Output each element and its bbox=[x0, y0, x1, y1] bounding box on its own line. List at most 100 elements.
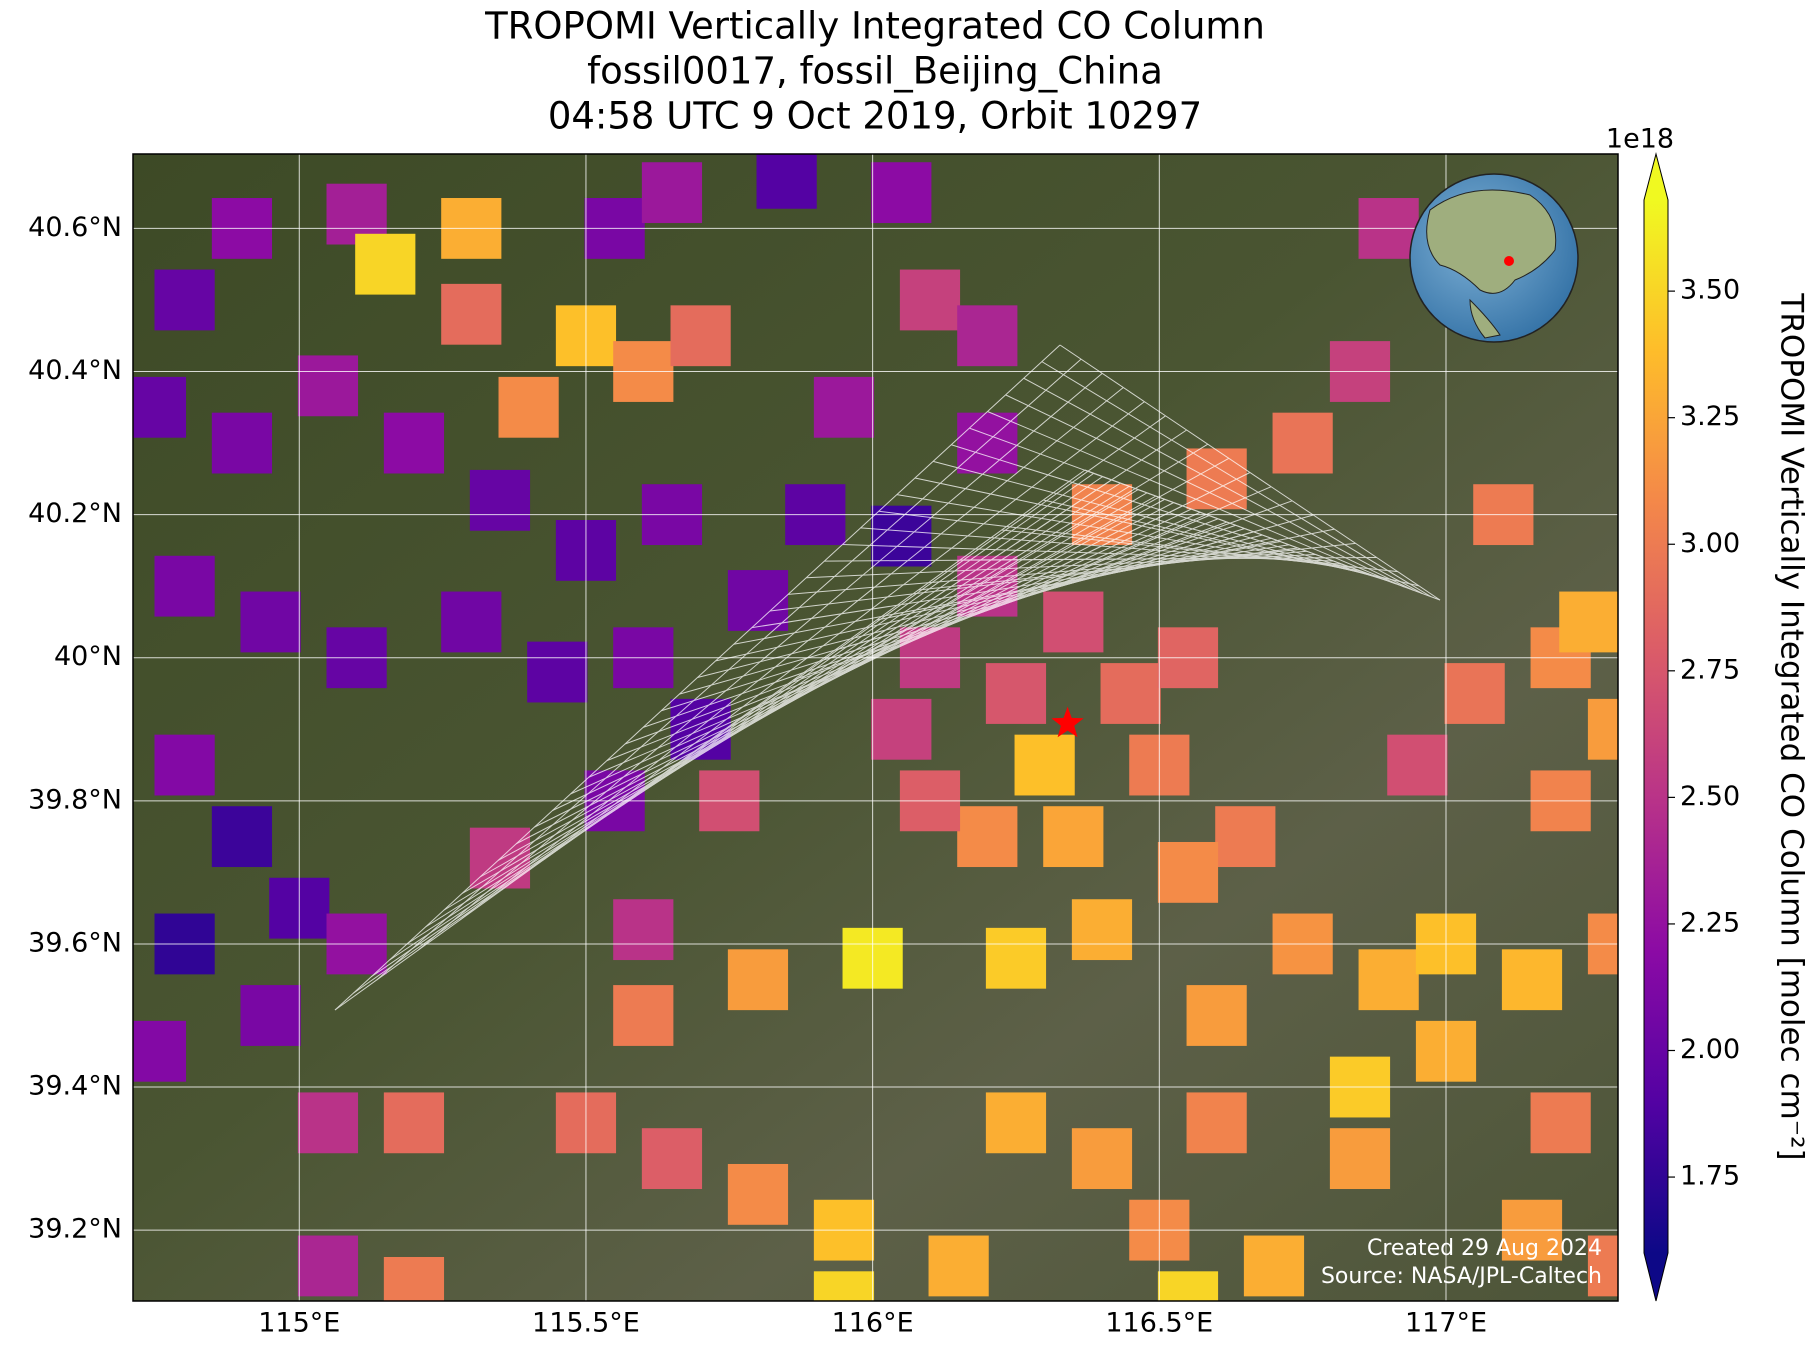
co-pixel bbox=[871, 162, 932, 224]
co-pixel bbox=[813, 1271, 875, 1301]
mesh-line bbox=[751, 486, 1272, 711]
co-pixel bbox=[957, 412, 1018, 474]
mesh-line bbox=[459, 387, 1124, 921]
colorbar-body bbox=[1644, 200, 1668, 1253]
co-pixel bbox=[727, 1163, 789, 1225]
co-pixel bbox=[498, 376, 559, 438]
co-pixel bbox=[527, 641, 588, 703]
co-pixel bbox=[670, 305, 731, 367]
co-pixel bbox=[1100, 663, 1161, 724]
chart-title: 04:58 UTC 9 Oct 2019, Orbit 10297 bbox=[548, 95, 1202, 138]
mesh-line bbox=[834, 514, 1314, 651]
globe-land bbox=[1426, 189, 1557, 294]
co-pixel bbox=[1530, 1092, 1591, 1154]
y-tick-label: 39.8°N bbox=[28, 784, 122, 815]
mesh-line bbox=[1084, 469, 1441, 601]
co-pixel bbox=[240, 591, 301, 653]
colorbar-tick-label: 1.75 bbox=[1680, 1161, 1740, 1192]
colorbar-tick-label: 3.00 bbox=[1680, 528, 1740, 559]
y-tick-label: 39.2°N bbox=[28, 1214, 122, 1245]
chart-title: TROPOMI Vertically Integrated CO Column bbox=[484, 5, 1265, 48]
x-tick-label: 116.5°E bbox=[1105, 1308, 1213, 1339]
globe-site bbox=[1504, 256, 1514, 266]
co-pixel bbox=[957, 806, 1018, 868]
co-pixel bbox=[1272, 412, 1333, 474]
co-pixel bbox=[355, 233, 416, 295]
co-pixel bbox=[1559, 591, 1618, 653]
colorbar-tick-label: 2.75 bbox=[1680, 654, 1740, 685]
mesh-line bbox=[918, 542, 1356, 591]
co-pixel bbox=[154, 555, 215, 617]
colorbar-extend bbox=[1644, 1253, 1668, 1301]
co-pixel bbox=[1071, 1128, 1133, 1190]
y-tick-label: 40.6°N bbox=[28, 212, 122, 243]
mesh-line bbox=[959, 557, 1377, 561]
y-tick-label: 39.4°N bbox=[28, 1071, 122, 1102]
co-pixel bbox=[1071, 899, 1133, 961]
co-pixel bbox=[154, 734, 215, 796]
credit-text: Source: NASA/JPL-Caltech bbox=[1321, 1264, 1602, 1289]
mesh-line bbox=[668, 457, 1230, 771]
colorbar-tick-label: 2.25 bbox=[1680, 907, 1740, 938]
colorbar-label: TROPOMI Vertically Integrated CO Column … bbox=[1774, 292, 1810, 1160]
co-pixel bbox=[133, 376, 187, 438]
colorbar-exponent: 1e18 bbox=[1606, 124, 1674, 155]
x-tick-label: 117°E bbox=[1405, 1308, 1487, 1339]
mesh-line bbox=[626, 443, 1209, 801]
co-pixel bbox=[1186, 985, 1247, 1046]
colorbar-outline bbox=[1643, 152, 1669, 1302]
co-pixel bbox=[985, 663, 1047, 724]
colorbar-tick-label: 2.50 bbox=[1680, 781, 1740, 812]
co-pixel bbox=[1157, 1271, 1219, 1301]
co-pixel bbox=[240, 985, 301, 1046]
co-pixel bbox=[1358, 949, 1419, 1011]
colorbar-tick-label: 3.25 bbox=[1680, 401, 1740, 432]
co-pixel bbox=[813, 376, 875, 438]
chart-title: fossil0017, fossil_Beijing_China bbox=[587, 50, 1163, 93]
x-tick-label: 115°E bbox=[258, 1308, 340, 1339]
mesh-line bbox=[793, 500, 1293, 681]
y-tick-label: 40°N bbox=[54, 641, 122, 672]
co-pixel bbox=[297, 1092, 359, 1154]
mesh-line bbox=[584, 429, 1187, 831]
co-pixel bbox=[1186, 1092, 1247, 1154]
co-pixel bbox=[297, 355, 359, 417]
co-pixel bbox=[211, 412, 273, 474]
y-tick-label: 40.4°N bbox=[28, 355, 122, 386]
mesh-line bbox=[334, 344, 1061, 1011]
co-pixel bbox=[133, 1020, 187, 1082]
plot-area bbox=[133, 154, 1618, 1301]
co-pixel bbox=[1043, 806, 1104, 868]
co-pixel bbox=[1329, 1128, 1391, 1190]
mesh-line bbox=[876, 528, 1335, 621]
co-pixel bbox=[297, 1235, 359, 1297]
co-pixel bbox=[1387, 734, 1448, 796]
co-pixel bbox=[383, 412, 445, 474]
co-pixel bbox=[1014, 734, 1075, 796]
mesh-line bbox=[709, 472, 1251, 741]
co-pixel bbox=[1501, 949, 1563, 1011]
co-pixel bbox=[899, 269, 961, 331]
mesh-line bbox=[376, 358, 1082, 981]
site-marker bbox=[1051, 706, 1084, 738]
plot-frame bbox=[132, 153, 1619, 1302]
co-pixel bbox=[928, 1235, 989, 1297]
y-tick-label: 39.6°N bbox=[28, 927, 122, 958]
co-pixel bbox=[727, 949, 789, 1011]
x-tick-label: 115.5°E bbox=[532, 1308, 640, 1339]
co-pixel bbox=[441, 591, 502, 653]
colorbar-tick-label: 3.50 bbox=[1680, 275, 1740, 306]
co-pixel bbox=[1587, 698, 1618, 760]
x-tick-label: 116°E bbox=[832, 1308, 914, 1339]
co-pixel bbox=[441, 283, 502, 345]
footprint-mesh bbox=[334, 344, 1441, 1011]
mesh-line bbox=[501, 401, 1145, 891]
co-pixel bbox=[613, 899, 674, 961]
co-pixel bbox=[641, 1128, 703, 1190]
mesh-line bbox=[418, 372, 1103, 951]
co-pixel bbox=[871, 698, 932, 760]
co-pixel bbox=[469, 469, 531, 531]
co-pixel bbox=[154, 269, 215, 331]
mesh-line bbox=[1001, 529, 1398, 573]
